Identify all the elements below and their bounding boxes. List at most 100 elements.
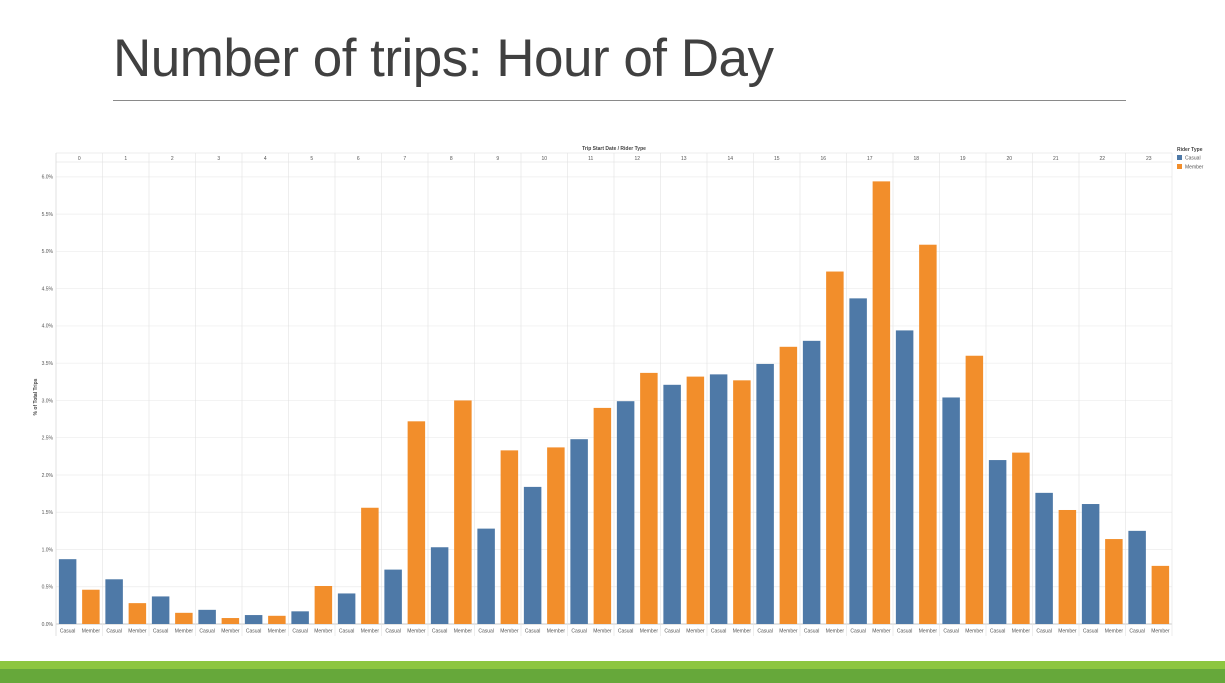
legend-label-casual: Casual: [1185, 156, 1201, 162]
hour-header-label: 18: [913, 156, 919, 162]
rider-type-label-casual: Casual: [804, 629, 820, 635]
y-tick-label: 3.5%: [42, 361, 54, 367]
footer-band-light: [0, 661, 1225, 669]
y-tick-label: 1.0%: [42, 547, 54, 553]
y-tick-label: 5.0%: [42, 249, 54, 255]
bar-casual-hour-12: [616, 401, 635, 624]
rider-type-label-member: Member: [314, 629, 333, 635]
bar-member-hour-10: [547, 447, 565, 624]
y-tick-label: 2.5%: [42, 436, 54, 442]
slide-title: Number of trips: Hour of Day: [113, 29, 774, 88]
chart-header-title: Trip Start Date / Rider Type: [582, 146, 646, 152]
rider-type-label-member: Member: [1058, 629, 1077, 635]
hour-header-label: 10: [541, 156, 547, 162]
hour-header-label: 12: [634, 156, 640, 162]
bar-casual-hour-21: [1035, 492, 1053, 624]
rider-type-label-casual: Casual: [292, 629, 308, 635]
bar-casual-hour-22: [1081, 504, 1100, 624]
hour-header-label: 16: [820, 156, 826, 162]
rider-type-label-casual: Casual: [339, 629, 355, 635]
chart-labels: 0.0% 0.5% 1.0% 1.5% 2.0% 2.5% 3.0% 3.5% 4.0% 4.5%…: [42, 156, 1170, 635]
bar-member-hour-9: [500, 450, 519, 624]
rider-type-label-casual: Casual: [1036, 629, 1052, 635]
bar-member-hour-0: [82, 589, 100, 624]
hour-header-label: 15: [774, 156, 780, 162]
bar-member-hour-8: [454, 400, 472, 624]
y-tick-label: 4.0%: [42, 324, 54, 330]
y-tick-label: 2.0%: [42, 473, 54, 479]
rider-type-label-casual: Casual: [1083, 629, 1099, 635]
rider-type-label-member: Member: [175, 629, 194, 635]
rider-type-label-casual: Casual: [106, 629, 122, 635]
bar-casual-hour-2: [151, 596, 170, 624]
rider-type-label-casual: Casual: [246, 629, 262, 635]
bar-member-hour-6: [361, 507, 379, 624]
rider-type-label-member: Member: [361, 629, 380, 635]
hour-header-label: 1: [124, 156, 127, 162]
rider-type-label-casual: Casual: [990, 629, 1006, 635]
hour-header-label: 19: [960, 156, 966, 162]
rider-type-label-casual: Casual: [60, 629, 76, 635]
bar-member-hour-7: [407, 421, 426, 624]
bar-member-hour-13: [686, 376, 705, 624]
bar-casual-hour-17: [849, 298, 867, 624]
bar-member-hour-2: [175, 612, 193, 624]
hour-header-label: 2: [171, 156, 174, 162]
bar-member-hour-11: [593, 407, 612, 624]
rider-type-label-member: Member: [82, 629, 101, 635]
bar-member-hour-1: [128, 603, 147, 624]
rider-type-label-casual: Casual: [618, 629, 634, 635]
bar-casual-hour-3: [198, 609, 216, 624]
bar-member-hour-12: [640, 372, 658, 624]
hour-header-label: 4: [264, 156, 267, 162]
rider-type-label-member: Member: [221, 629, 240, 635]
y-tick-label: 1.5%: [42, 510, 54, 516]
rider-type-label-member: Member: [686, 629, 705, 635]
bar-casual-hour-20: [988, 460, 1007, 624]
bar-casual-hour-18: [895, 330, 914, 624]
rider-type-label-member: Member: [872, 629, 891, 635]
bar-casual-hour-5: [291, 611, 309, 624]
rider-type-label-casual: Casual: [571, 629, 587, 635]
rider-type-label-casual: Casual: [664, 629, 680, 635]
y-tick-label: 5.5%: [42, 212, 54, 218]
bar-casual-hour-13: [663, 384, 681, 624]
bar-casual-hour-7: [384, 569, 402, 624]
rider-type-label-member: Member: [965, 629, 984, 635]
chart-bars: [58, 181, 1170, 625]
rider-type-label-casual: Casual: [850, 629, 866, 635]
hour-header-label: 21: [1053, 156, 1059, 162]
rider-type-label-casual: Casual: [153, 629, 169, 635]
y-tick-label: 4.5%: [42, 286, 54, 292]
bar-casual-hour-16: [802, 340, 821, 624]
chart-gridlines: [55, 152, 1173, 636]
hour-header-label: 23: [1146, 156, 1152, 162]
bar-casual-hour-9: [477, 528, 495, 624]
y-tick-label: 6.0%: [42, 175, 54, 181]
rider-type-label-member: Member: [268, 629, 287, 635]
bar-member-hour-18: [919, 244, 937, 625]
rider-type-label-member: Member: [640, 629, 659, 635]
hour-header-label: 11: [588, 156, 593, 162]
y-tick-label: 0.0%: [42, 622, 54, 628]
bar-member-hour-14: [733, 380, 751, 624]
bar-casual-hour-6: [337, 593, 356, 624]
rider-type-label-member: Member: [826, 629, 845, 635]
y-tick-label: 0.5%: [42, 585, 54, 591]
bar-member-hour-20: [1012, 452, 1030, 624]
rider-type-label-casual: Casual: [478, 629, 494, 635]
rider-type-label-casual: Casual: [897, 629, 913, 635]
bar-casual-hour-11: [570, 439, 588, 624]
y-axis-label: % of Total Trips: [33, 378, 39, 415]
legend-swatch-member: [1177, 164, 1182, 169]
hour-header-label: 6: [357, 156, 360, 162]
bar-casual-hour-4: [244, 615, 263, 624]
rider-type-label-member: Member: [407, 629, 426, 635]
hour-header-label: 22: [1099, 156, 1105, 162]
rider-type-label-casual: Casual: [199, 629, 215, 635]
rider-type-label-casual: Casual: [385, 629, 401, 635]
legend: Rider Type Casual Member: [1177, 147, 1204, 171]
rider-type-label-member: Member: [1151, 629, 1170, 635]
hour-header-label: 20: [1006, 156, 1012, 162]
y-tick-label: 3.0%: [42, 398, 54, 404]
